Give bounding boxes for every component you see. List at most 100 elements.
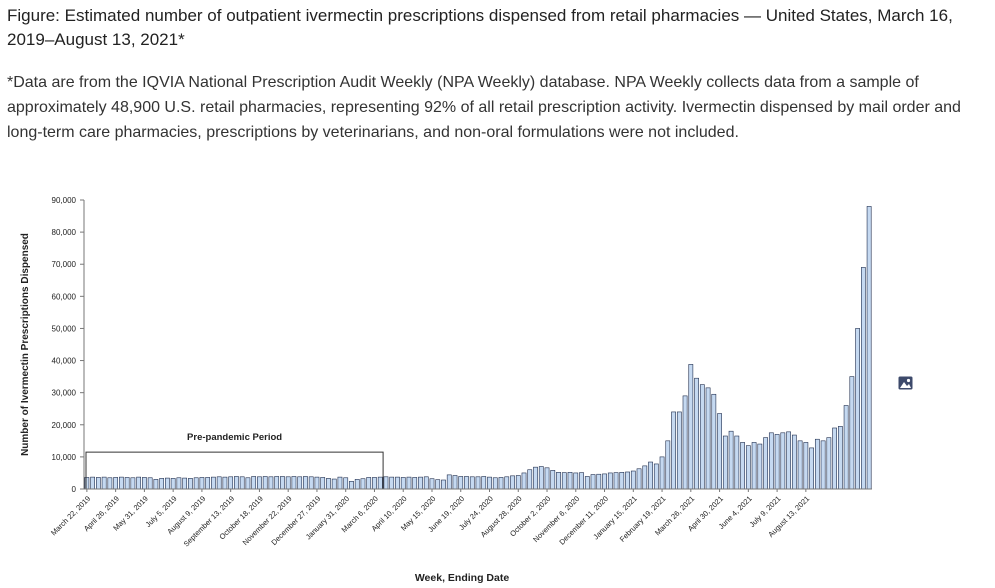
bar: [613, 472, 619, 490]
bar: [222, 476, 228, 490]
bar: [567, 472, 573, 490]
bar: [504, 476, 510, 490]
x-tick-label: December 27, 2019: [269, 494, 322, 547]
bar: [607, 472, 613, 490]
bar: [337, 476, 343, 490]
bar-chart: 0 10,000 20,000 30,000 40,000 50,000 60,000 70,…: [20, 196, 872, 584]
y-tick-label: 80,000: [52, 228, 77, 237]
bar: [866, 206, 872, 490]
y-tick-label: 0: [72, 485, 77, 494]
bar: [193, 477, 199, 490]
bar: [734, 435, 740, 490]
bar: [136, 476, 142, 490]
bar: [262, 476, 268, 490]
bar: [855, 328, 860, 490]
bar: [550, 470, 556, 490]
bar: [188, 478, 193, 490]
bar: [510, 475, 515, 490]
bar: [561, 472, 567, 490]
bar: [159, 478, 165, 490]
bar: [84, 477, 90, 490]
bar: [630, 470, 636, 490]
bar: [820, 440, 826, 490]
y-axis-label: Number of Ivermectin Prescriptions Dispe…: [20, 233, 31, 456]
bar: [642, 465, 648, 490]
bar: [533, 466, 538, 490]
bar: [389, 476, 395, 490]
bar: [763, 437, 768, 490]
bar: [774, 434, 780, 490]
bar: [119, 476, 124, 490]
bar: [245, 477, 251, 490]
image-icon[interactable]: [898, 376, 913, 390]
bar: [228, 476, 234, 490]
y-tick-label: 70,000: [52, 260, 77, 269]
bar: [636, 468, 642, 490]
bar: [377, 476, 383, 490]
bar: [113, 477, 119, 490]
bar: [682, 395, 688, 490]
bar: [142, 477, 147, 490]
bar: [481, 476, 487, 490]
bar: [107, 477, 113, 490]
bar: [274, 476, 280, 490]
bar: [665, 440, 671, 490]
bar: [768, 432, 774, 490]
bar: [251, 476, 257, 490]
figure-footnote: *Data are from the IQVIA National Prescr…: [7, 74, 961, 141]
bar: [498, 477, 504, 490]
bar: [101, 476, 107, 490]
bar: [354, 479, 360, 490]
bar: [653, 463, 659, 490]
bar: [676, 411, 682, 490]
bar: [308, 476, 314, 490]
bar: [211, 476, 216, 490]
bar: [515, 475, 521, 490]
bar: [239, 476, 245, 490]
bar: [297, 476, 303, 490]
bar: [619, 472, 625, 490]
bar: [791, 434, 797, 490]
bar: [625, 471, 630, 490]
bar: [360, 478, 366, 490]
bar: [182, 477, 188, 490]
bar: [596, 473, 602, 490]
bar: [291, 476, 297, 490]
y-tick-label: 60,000: [52, 292, 77, 301]
bar: [492, 477, 498, 490]
bar: [475, 476, 481, 490]
bar: [124, 477, 130, 490]
bar: [406, 476, 412, 490]
bar: [688, 364, 694, 490]
bar: [538, 466, 544, 490]
x-tick-label: December 11, 2020: [557, 494, 610, 547]
y-tick-label: 10,000: [52, 453, 77, 462]
bar: [205, 477, 211, 490]
bar: [326, 478, 331, 490]
bar: [648, 461, 653, 490]
bar: [728, 430, 734, 490]
bar: [705, 387, 711, 490]
bar: [527, 469, 533, 490]
y-tick-label: 90,000: [52, 196, 77, 205]
y-tick-label: 30,000: [52, 389, 77, 398]
bar: [786, 431, 791, 490]
y-tick-label: 50,000: [52, 324, 77, 333]
bar: [418, 476, 423, 490]
x-tick-label: September 13, 2019: [182, 494, 236, 548]
bar: [216, 476, 222, 490]
bar: [400, 477, 406, 490]
bar: [837, 426, 843, 490]
bar: [797, 440, 803, 490]
bar: [441, 479, 446, 490]
bar: [556, 472, 561, 490]
bar: [487, 476, 492, 490]
bar: [153, 479, 159, 490]
bar: [861, 267, 866, 490]
bar: [814, 438, 820, 490]
x-tick-label: November 22, 2019: [241, 494, 294, 547]
bar: [280, 476, 285, 490]
bar: [96, 477, 101, 490]
bar: [809, 447, 814, 490]
bar: [699, 384, 705, 490]
